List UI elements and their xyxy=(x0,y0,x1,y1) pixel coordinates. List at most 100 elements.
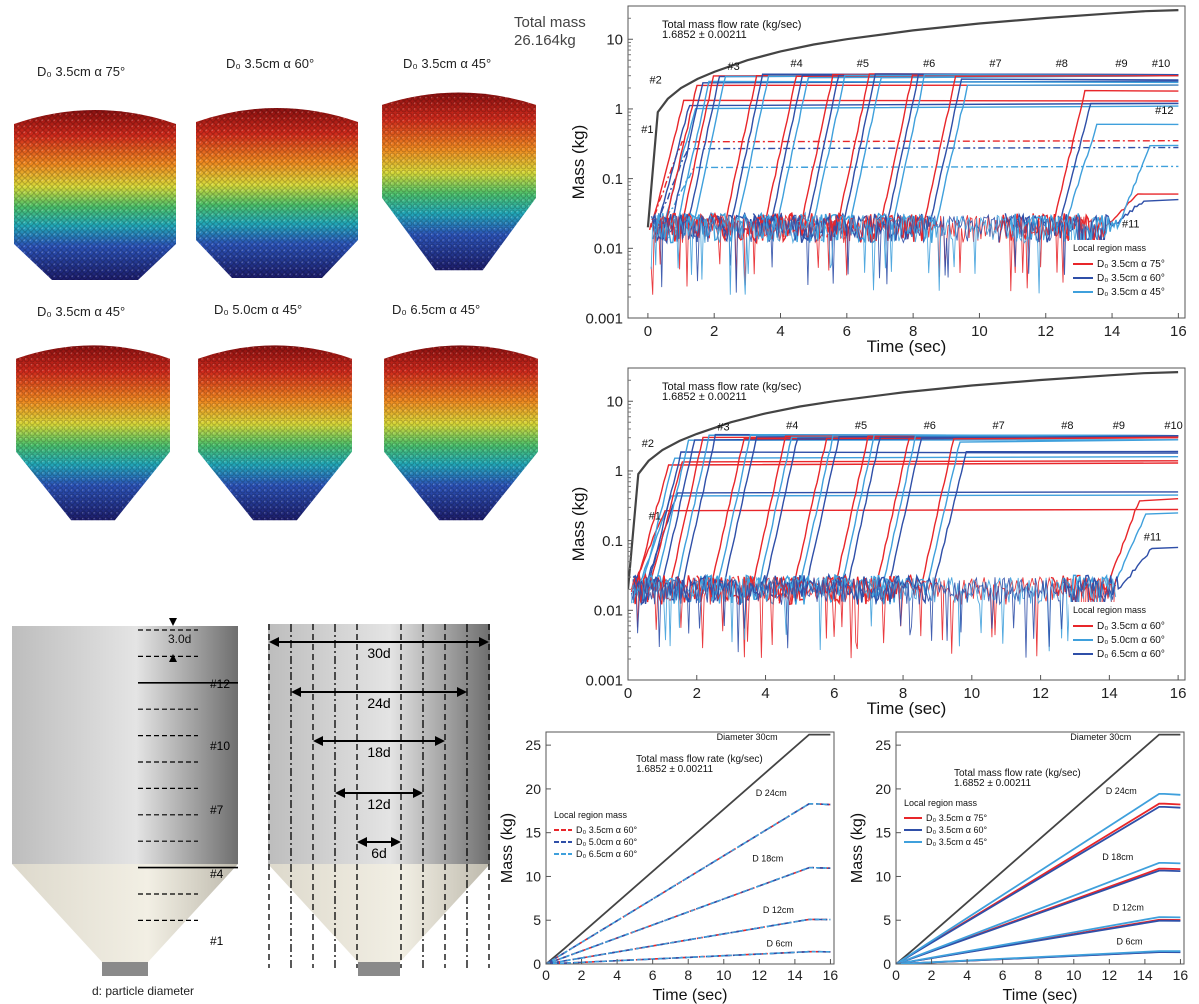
region-curve xyxy=(881,84,1179,243)
x-tick-label: 8 xyxy=(684,967,692,983)
legend-box xyxy=(1069,240,1183,304)
annotation-line2: 1.6852 ± 0.00211 xyxy=(662,29,747,41)
diameter-line-label: D 18cm xyxy=(752,854,783,864)
arrow-up-icon xyxy=(169,654,177,662)
arrowhead-right-icon xyxy=(457,687,467,697)
region-curve xyxy=(650,99,1179,228)
x-tick-label: 4 xyxy=(963,967,971,983)
total-mass-line1: Total mass xyxy=(514,14,586,31)
diameter-line-label: Diameter 30cm xyxy=(717,732,778,742)
region-curve xyxy=(795,75,1179,243)
x-tick-label: 2 xyxy=(710,323,718,340)
y-tick-label: 0.1 xyxy=(602,171,623,188)
x-tick-label: 0 xyxy=(624,685,632,702)
region-mass-line xyxy=(896,806,1181,964)
annotation-line1: Total mass flow rate (kg/sec) xyxy=(636,754,763,765)
legend-entry: D₀ 5.0cm α 60° xyxy=(576,837,637,847)
diameter-line-label: D 18cm xyxy=(1102,852,1133,862)
annotation-line1: Total mass flow rate (kg/sec) xyxy=(662,19,801,31)
total-mass-note: Total mass 26.164kg xyxy=(514,14,586,50)
legend-entry: D₀ 3.5cm α 60° xyxy=(576,825,637,835)
diameter-line-label: D 12cm xyxy=(763,905,794,915)
region-curve xyxy=(1063,144,1179,242)
annotation-line1: Total mass flow rate (kg/sec) xyxy=(662,381,801,393)
hopper-label-3: D₀ 3.5cm α 45° xyxy=(403,56,492,71)
x-tick-label: 14 xyxy=(1137,967,1153,983)
noise-trace xyxy=(650,213,1106,293)
level-label-1: #1 xyxy=(210,934,224,948)
legend-entry: D₀ 3.5cm α 60° xyxy=(1097,621,1165,632)
diameter-label-18d: 18d xyxy=(367,744,390,760)
x-tick-label: 14 xyxy=(787,967,803,983)
arrowhead-left-icon xyxy=(291,687,301,697)
region-label: #3 xyxy=(717,422,729,434)
x-axis-label: Time (sec) xyxy=(653,987,728,1004)
legend-title: Local region mass xyxy=(1073,605,1147,615)
legend-entry: D₀ 3.5cm α 75° xyxy=(926,813,987,823)
region-curve xyxy=(682,75,1179,242)
level-lines xyxy=(138,629,238,921)
x-tick-label: 2 xyxy=(693,685,701,702)
legend-entry: D₀ 5.0cm α 60° xyxy=(1097,635,1165,646)
x-tick-label: 16 xyxy=(1173,967,1189,983)
y-tick-label: 1 xyxy=(615,101,623,118)
hopper-render-4 xyxy=(16,345,170,521)
y-tick-label: 0.001 xyxy=(585,672,623,689)
region-label: #2 xyxy=(642,438,654,450)
diameter-label-24d: 24d xyxy=(367,695,390,711)
region-mass-line xyxy=(546,918,831,964)
legend-entry: D₀ 3.5cm α 45° xyxy=(926,837,987,847)
region-label: #4 xyxy=(790,58,802,70)
schematic-levels: 3.0d #12 #10 #7 #4 #1 xyxy=(12,618,238,976)
plot-content xyxy=(628,371,1179,659)
x-tick-label: 2 xyxy=(928,967,936,983)
plot-content xyxy=(646,9,1179,295)
chart-middle-log: 0 2 4 6 8 10 12 14 16 0.001 0.01 0.1 1 10 Time (sec) Ma… xyxy=(570,367,1186,718)
hopper-render-3 xyxy=(382,92,536,271)
region-label: #6 xyxy=(923,58,935,70)
region-curve xyxy=(652,165,1179,239)
x-tick-label: 0 xyxy=(892,967,900,983)
y-tick-label: 10 xyxy=(875,868,891,884)
spacing-label: 3.0d xyxy=(168,632,191,646)
x-tick-label: 12 xyxy=(752,967,768,983)
diameter-line-label: D 6cm xyxy=(766,938,792,948)
hopper-label-6: D₀ 6.5cm α 45° xyxy=(392,302,481,317)
region-label: #3 xyxy=(727,61,739,73)
hopper-render-5 xyxy=(198,345,352,521)
x-tick-label: 0 xyxy=(542,967,550,983)
x-tick-label: 4 xyxy=(613,967,621,983)
region-label: #8 xyxy=(1056,58,1068,70)
y-tick-label: 0 xyxy=(533,956,541,972)
diameter-line-label: D 24cm xyxy=(1106,786,1137,796)
y-tick-label: 5 xyxy=(533,912,541,928)
annotation-line2: 1.6852 ± 0.00211 xyxy=(662,391,747,403)
y-axis-label: Mass (kg) xyxy=(499,813,516,883)
y-tick-label: 0.01 xyxy=(594,603,623,620)
chart-bottom-right: 0 2 4 6 8 10 12 14 16 0 5 10 15 20 25 Time (sec) Mass (k… xyxy=(849,731,1189,1004)
legend-entry: D₀ 6.5cm α 60° xyxy=(576,849,637,859)
arrowhead-left-icon xyxy=(313,736,323,746)
y-tick-label: 0.01 xyxy=(594,241,623,258)
region-mass-line xyxy=(896,919,1181,964)
diameter-line-label: Diameter 30cm xyxy=(1070,732,1131,742)
region-curve xyxy=(1010,123,1179,239)
total-mass-line2: 26.164kg xyxy=(514,32,576,49)
y-tick-label: 20 xyxy=(525,781,541,797)
total-mass-line xyxy=(896,733,1181,964)
y-axis-label: Mass (kg) xyxy=(570,125,588,200)
region-label: #1 xyxy=(641,124,653,136)
region-label: #2 xyxy=(650,75,662,87)
diameter-label-6d: 6d xyxy=(371,845,387,861)
hopper-label-5: D₀ 5.0cm α 45° xyxy=(214,302,303,317)
total-mass-line xyxy=(546,733,831,964)
x-tick-label: 6 xyxy=(830,685,838,702)
region-mass-line xyxy=(896,869,1181,964)
x-axis-label: Time (sec) xyxy=(867,337,947,356)
x-tick-label: 8 xyxy=(909,323,917,340)
hopper-label-4: D₀ 3.5cm α 45° xyxy=(37,304,126,319)
annotation-line2: 1.6852 ± 0.00211 xyxy=(954,778,1031,789)
region-curve xyxy=(876,450,1179,605)
schematic-diameters: 30d 24d 18d 12d 6d xyxy=(268,624,490,976)
x-tick-label: 16 xyxy=(1170,323,1187,340)
